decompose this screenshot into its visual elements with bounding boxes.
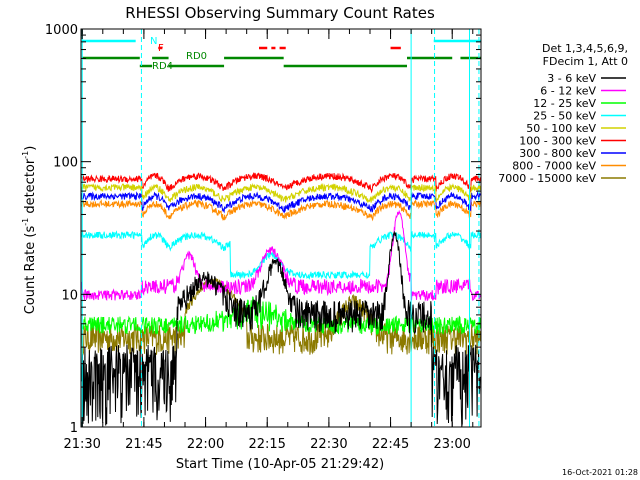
flag-label-attenuator: RD4 [152,61,173,72]
legend-entry-label: 7000 - 15000 keV [498,172,596,185]
y-axis-label: Count Rate (s-1 detector-1) [21,146,38,315]
y-axis-label-mid: detector [23,158,38,218]
legend-entry-label: 12 - 25 keV [533,97,596,110]
flag-label-flare: F [158,43,164,54]
y-tick-label: 10 [61,288,78,303]
x-tick-label: 21:30 [63,437,100,452]
x-tick-label: 21:45 [125,437,162,452]
series-line [80,172,482,194]
legend-entry-label: 300 - 800 keV [519,147,596,160]
flag-label-saa: N [150,36,157,47]
chart-title: RHESSI Observing Summary Count Rates [125,4,435,22]
x-axis: 21:30 21:45 22:00 22:15 22:30 22:45 23:00 [63,29,474,452]
x-tick-label: 22:30 [310,437,347,452]
series-line [80,209,482,302]
y-axis-label-end: ) [23,146,38,151]
timestamp: 16-Oct-2021 01:28 [562,468,638,477]
legend-entry-label: 25 - 50 keV [533,110,596,123]
legend-entry-label: 800 - 7000 keV [512,160,596,173]
y-tick-label: 1 [70,421,78,436]
x-tick-label: 23:00 [433,437,470,452]
observing-flags: NF RD0 RD4 [81,29,481,427]
y-tick-label: 100 [53,156,78,171]
legend-entry-label: 100 - 300 keV [519,135,596,148]
x-tick-label: 22:45 [372,437,409,452]
legend-entry-label: 3 - 6 keV [547,72,596,85]
legend: Det 1,3,4,5,6,9,FDecim 1, Att 0 3 - 6 keV… [498,42,628,185]
y-axis-label-sup1: -1 [21,218,30,226]
series-line [80,230,482,427]
legend-entry-label: 50 - 100 keV [526,122,596,135]
series-line [80,198,482,222]
series-line [80,190,482,214]
series-line [80,278,482,356]
y-tick-label: 1000 [45,23,78,38]
x-tick-label: 22:15 [248,437,285,452]
legend-header: Det 1,3,4,5,6,9, [542,42,628,55]
y-axis-label-sup2: -1 [21,151,30,159]
x-axis-label: Start Time (10-Apr-05 21:29:42) [176,457,384,472]
legend-entry-label: 6 - 12 keV [540,85,596,98]
legend-header: FDecim 1, Att 0 [543,55,628,68]
flag-label-decimation: RD0 [186,51,207,62]
series-line [80,182,482,204]
y-axis: 1 10 100 1000 [45,23,481,436]
plot-frame [80,28,482,428]
x-tick-label: 22:00 [187,437,224,452]
plot-area [80,172,482,427]
